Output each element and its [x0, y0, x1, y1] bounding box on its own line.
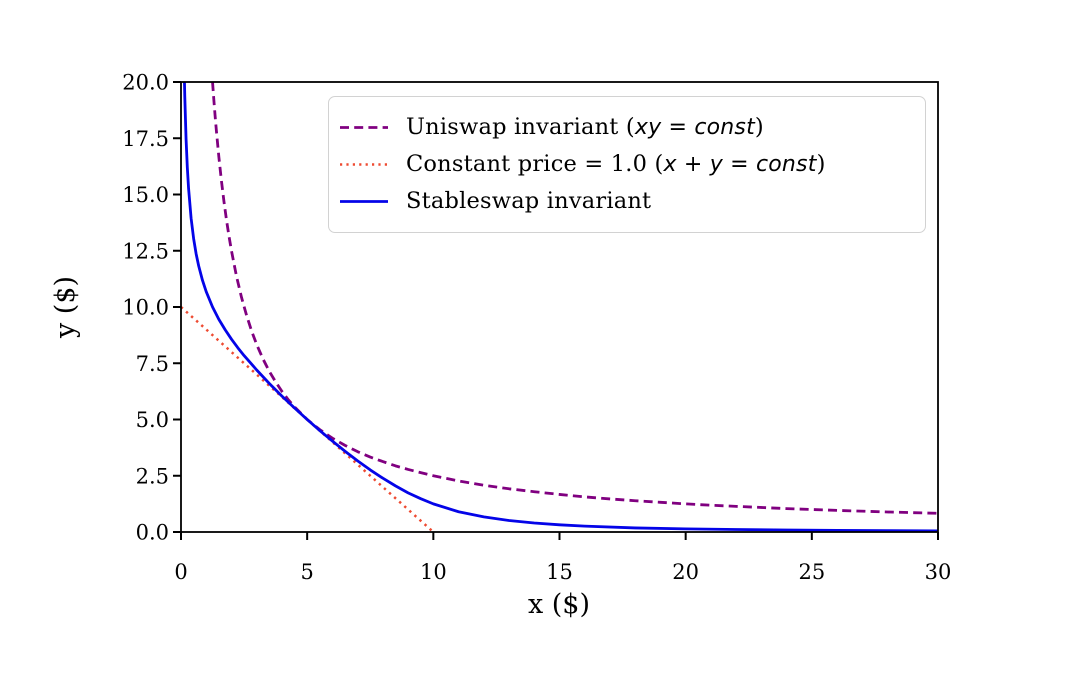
legend: Uniswap invariant (xy = const) Constant …: [328, 96, 926, 233]
legend-item-uniswap: Uniswap invariant (xy = const): [339, 116, 913, 139]
legend-label-stableswap: Stableswap invariant: [406, 188, 652, 214]
legend-label-constant-price: Constant price = 1.0 (x + y = const): [406, 151, 826, 177]
x-tick-label: 10: [420, 560, 447, 584]
stableswap-solid-line-sample: [340, 200, 388, 203]
y-tick-label: 7.5: [136, 352, 169, 376]
constant-price-dotted-line-sample: [340, 163, 388, 166]
x-tick-label: 5: [300, 560, 313, 584]
x-tick-label: 0: [174, 560, 187, 584]
axes-layer: 0 5 10 15 20 25 30 0.0 2.5 5.0 7.5 10.0 12.5 15.0 17.5…: [122, 71, 951, 585]
y-tick-label: 5.0: [136, 408, 169, 432]
legend-item-constant-price: Constant price = 1.0 (x + y = const): [339, 153, 913, 176]
curves-layer: [180, 81, 939, 533]
y-tick-label: 10.0: [122, 296, 169, 320]
y-tick-label: 17.5: [122, 127, 169, 151]
x-tick-label: 20: [672, 560, 699, 584]
y-axis-label: y ($): [50, 276, 81, 339]
y-tick-label: 20.0: [122, 71, 169, 95]
y-tick-label: 2.5: [136, 464, 169, 488]
y-tick-label: 15.0: [122, 183, 169, 207]
y-tick-label: 0.0: [136, 521, 169, 545]
x-tick-label: 15: [546, 560, 573, 584]
curve-series-1: [180, 306, 435, 533]
legend-label-uniswap: Uniswap invariant (xy = const): [406, 114, 764, 140]
x-axis-label: x ($): [528, 589, 590, 620]
curve-series-0: [211, 81, 939, 515]
x-tick-label: 30: [925, 560, 952, 584]
uniswap-dashed-line-sample: [340, 126, 388, 129]
x-tick-label: 25: [798, 560, 825, 584]
y-tick-label: 12.5: [122, 239, 169, 263]
curve-series-2: [183, 81, 939, 533]
legend-item-stableswap: Stableswap invariant: [339, 190, 913, 213]
